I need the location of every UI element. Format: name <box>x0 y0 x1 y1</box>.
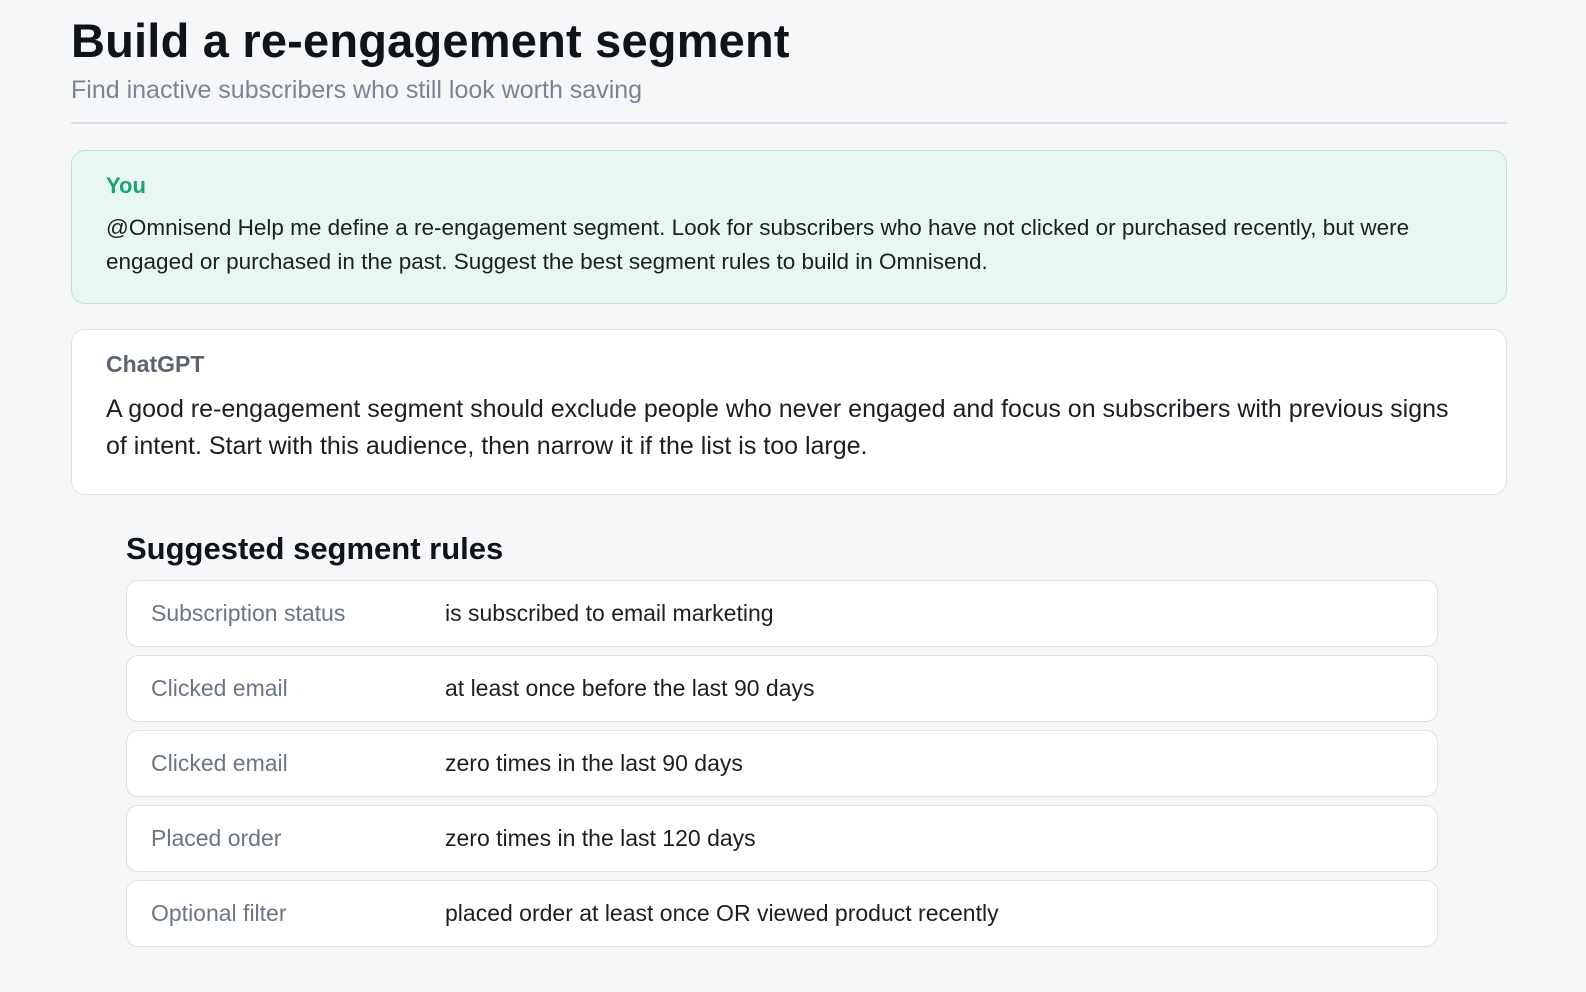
rule-label: Placed order <box>151 825 282 851</box>
rule-value: zero times in the last 120 days <box>445 825 756 851</box>
assistant-sender-label: ChatGPT <box>106 351 205 377</box>
rule-row-placed-order: Placed order zero times in the last 120 … <box>126 805 1438 872</box>
page-subtitle: Find inactive subscribers who still look… <box>71 76 643 104</box>
rule-value: placed order at least once OR viewed pro… <box>445 900 999 926</box>
rule-row-optional-filter: Optional filter placed order at least on… <box>126 880 1438 947</box>
rule-row-clicked-email-past: Clicked email at least once before the l… <box>126 655 1438 722</box>
rule-row-clicked-email-recent: Clicked email zero times in the last 90 … <box>126 730 1438 797</box>
page: Build a re-engagement segment Find inact… <box>71 0 1507 955</box>
rule-value: zero times in the last 90 days <box>445 750 743 776</box>
assistant-message-text: A good re-engagement segment should excl… <box>106 395 1449 460</box>
page-title: Build a re-engagement segment <box>71 14 790 67</box>
header-divider <box>71 122 1507 124</box>
rule-label: Optional filter <box>151 900 287 926</box>
user-sender-label: You <box>106 173 146 198</box>
rule-value: is subscribed to email marketing <box>445 600 774 626</box>
segment-rules-title: Suggested segment rules <box>126 531 504 566</box>
segment-rules-section: Suggested segment rules Subscription sta… <box>126 529 1438 947</box>
rule-label: Clicked email <box>151 750 288 776</box>
user-message: You @Omnisend Help me define a re-engage… <box>71 150 1507 304</box>
rule-row-subscription-status: Subscription status is subscribed to ema… <box>126 580 1438 647</box>
rule-label: Clicked email <box>151 675 288 701</box>
rule-label: Subscription status <box>151 600 346 626</box>
assistant-message: ChatGPT A good re-engagement segment sho… <box>71 329 1507 495</box>
user-message-text: @Omnisend Help me define a re-engagement… <box>106 215 1410 274</box>
rule-value: at least once before the last 90 days <box>445 675 815 701</box>
